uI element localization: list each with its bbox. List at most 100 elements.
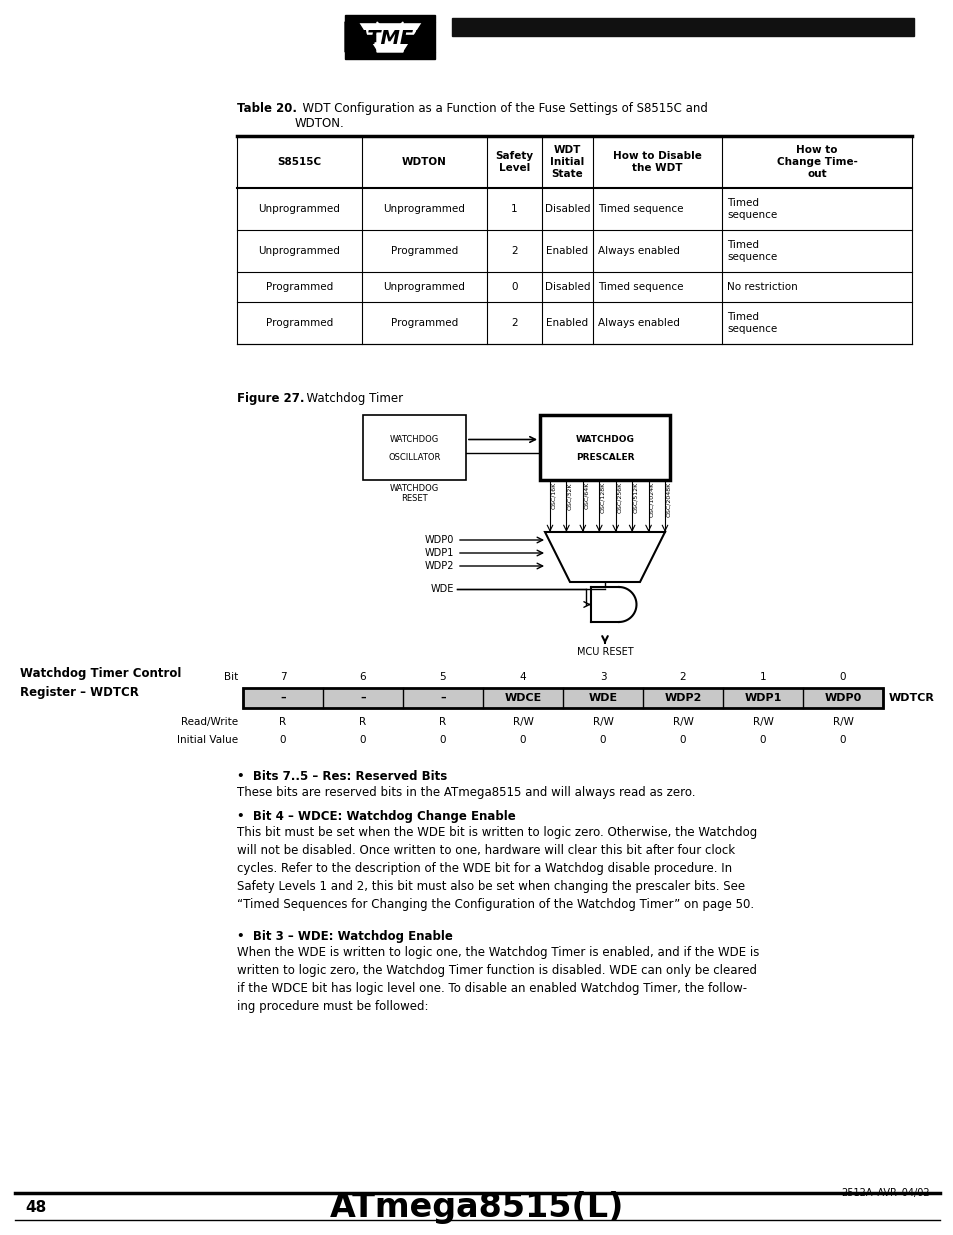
Text: •  Bit 4 – WDCE: Watchdog Change Enable: • Bit 4 – WDCE: Watchdog Change Enable — [236, 810, 516, 823]
Text: Unprogrammed: Unprogrammed — [383, 282, 465, 291]
Text: 2: 2 — [679, 672, 685, 682]
Text: 5: 5 — [439, 672, 446, 682]
Text: Table 20.: Table 20. — [236, 103, 296, 115]
Text: Always enabled: Always enabled — [598, 317, 679, 329]
Text: WDTCR: WDTCR — [888, 693, 934, 703]
Text: How to Disable
the WDT: How to Disable the WDT — [613, 151, 701, 173]
Text: 0: 0 — [519, 735, 526, 745]
Text: OSC/128K: OSC/128K — [599, 482, 604, 514]
Text: 2512A–AVR–04/02: 2512A–AVR–04/02 — [841, 1188, 929, 1198]
Text: 0: 0 — [839, 672, 845, 682]
Text: 6: 6 — [359, 672, 366, 682]
Bar — [358, 35, 420, 41]
Polygon shape — [402, 22, 435, 52]
Text: R: R — [359, 718, 366, 727]
Text: 0: 0 — [839, 735, 845, 745]
Text: 0: 0 — [279, 735, 286, 745]
Text: 2: 2 — [511, 317, 517, 329]
Text: Programmed: Programmed — [266, 317, 333, 329]
Text: Timed sequence: Timed sequence — [598, 282, 682, 291]
Text: WDP0: WDP0 — [424, 535, 454, 545]
Text: Disabled: Disabled — [544, 282, 590, 291]
Text: Timed
sequence: Timed sequence — [726, 198, 777, 220]
Text: OSC/1024K: OSC/1024K — [649, 482, 654, 517]
Text: OSCILLATOR: OSCILLATOR — [388, 453, 440, 462]
Polygon shape — [376, 22, 402, 52]
Bar — [452, 19, 913, 36]
Text: Programmed: Programmed — [391, 317, 457, 329]
Text: WDP1: WDP1 — [424, 548, 454, 558]
Text: Unprogrammed: Unprogrammed — [258, 246, 340, 256]
Text: RESET: RESET — [401, 494, 427, 503]
Text: –: – — [280, 693, 286, 703]
Text: Watchdog Timer Control: Watchdog Timer Control — [20, 667, 181, 680]
Text: Timed
sequence: Timed sequence — [726, 240, 777, 262]
Text: WATCHDOG: WATCHDOG — [390, 435, 438, 445]
Text: –: – — [360, 693, 365, 703]
Text: R/W: R/W — [752, 718, 773, 727]
Text: R: R — [279, 718, 286, 727]
Text: OSC/512K: OSC/512K — [633, 482, 638, 514]
Text: •  Bit 3 – WDE: Watchdog Enable: • Bit 3 – WDE: Watchdog Enable — [236, 930, 453, 944]
Text: 0: 0 — [511, 282, 517, 291]
Text: Programmed: Programmed — [266, 282, 333, 291]
Text: Timed
sequence: Timed sequence — [726, 311, 777, 335]
Text: 0: 0 — [599, 735, 605, 745]
Text: 1: 1 — [759, 672, 765, 682]
Text: 0: 0 — [679, 735, 685, 745]
Text: Always enabled: Always enabled — [598, 246, 679, 256]
Text: WDE: WDE — [430, 584, 454, 594]
Text: WDTON: WDTON — [401, 157, 446, 167]
Text: Bit: Bit — [224, 672, 237, 682]
Text: 1: 1 — [511, 204, 517, 214]
Text: MCU RESET: MCU RESET — [576, 647, 633, 657]
Text: Register – WDTCR: Register – WDTCR — [20, 685, 139, 699]
Text: 2: 2 — [511, 246, 517, 256]
Text: These bits are reserved bits in the ATmega8515 and will always read as zero.: These bits are reserved bits in the ATme… — [236, 785, 695, 799]
Polygon shape — [345, 22, 376, 52]
Text: WDP2: WDP2 — [424, 561, 454, 571]
Bar — [345, 52, 435, 59]
Text: ATmega8515(L): ATmega8515(L) — [330, 1192, 623, 1224]
Text: WDP0: WDP0 — [823, 693, 861, 703]
Text: 7: 7 — [279, 672, 286, 682]
Text: R/W: R/W — [832, 718, 853, 727]
Text: Enabled: Enabled — [546, 317, 588, 329]
Bar — [345, 15, 435, 22]
Text: WDE: WDE — [588, 693, 617, 703]
Text: Figure 27.: Figure 27. — [236, 391, 304, 405]
Text: OSC/32K: OSC/32K — [567, 482, 572, 510]
Text: This bit must be set when the WDE bit is written to logic zero. Otherwise, the W: This bit must be set when the WDE bit is… — [236, 826, 757, 911]
Text: 3: 3 — [599, 672, 606, 682]
Text: R/W: R/W — [512, 718, 533, 727]
Text: WDT Configuration as a Function of the Fuse Settings of S8515C and
WDTON.: WDT Configuration as a Function of the F… — [294, 103, 707, 130]
Text: Safety
Level: Safety Level — [495, 151, 533, 173]
Text: WDP2: WDP2 — [663, 693, 701, 703]
Text: Read/Write: Read/Write — [181, 718, 237, 727]
Text: 0: 0 — [439, 735, 446, 745]
Text: 48: 48 — [25, 1200, 46, 1215]
Text: Enabled: Enabled — [546, 246, 588, 256]
Text: Unprogrammed: Unprogrammed — [383, 204, 465, 214]
Text: Disabled: Disabled — [544, 204, 590, 214]
Bar — [539, 415, 669, 480]
Text: PRESCALER: PRESCALER — [576, 453, 634, 462]
Bar — [363, 415, 465, 480]
Polygon shape — [544, 532, 664, 582]
Text: Timed sequence: Timed sequence — [598, 204, 682, 214]
Text: –: – — [439, 693, 445, 703]
Text: R/W: R/W — [672, 718, 693, 727]
Text: R/W: R/W — [592, 718, 613, 727]
Text: 0: 0 — [359, 735, 366, 745]
Text: How to
Change Time-
out: How to Change Time- out — [776, 144, 857, 179]
Text: •  Bits 7..5 – Res: Reserved Bits: • Bits 7..5 – Res: Reserved Bits — [236, 769, 447, 783]
Text: Initial Value: Initial Value — [176, 735, 237, 745]
Text: Watchdog Timer: Watchdog Timer — [298, 391, 403, 405]
Bar — [243, 688, 882, 708]
Text: No restriction: No restriction — [726, 282, 797, 291]
Text: 0: 0 — [759, 735, 765, 745]
Text: WATCHDOG: WATCHDOG — [575, 435, 634, 445]
Text: WDP1: WDP1 — [743, 693, 781, 703]
Text: OSC/64K: OSC/64K — [583, 482, 588, 509]
Text: OSC/16K: OSC/16K — [551, 482, 556, 509]
